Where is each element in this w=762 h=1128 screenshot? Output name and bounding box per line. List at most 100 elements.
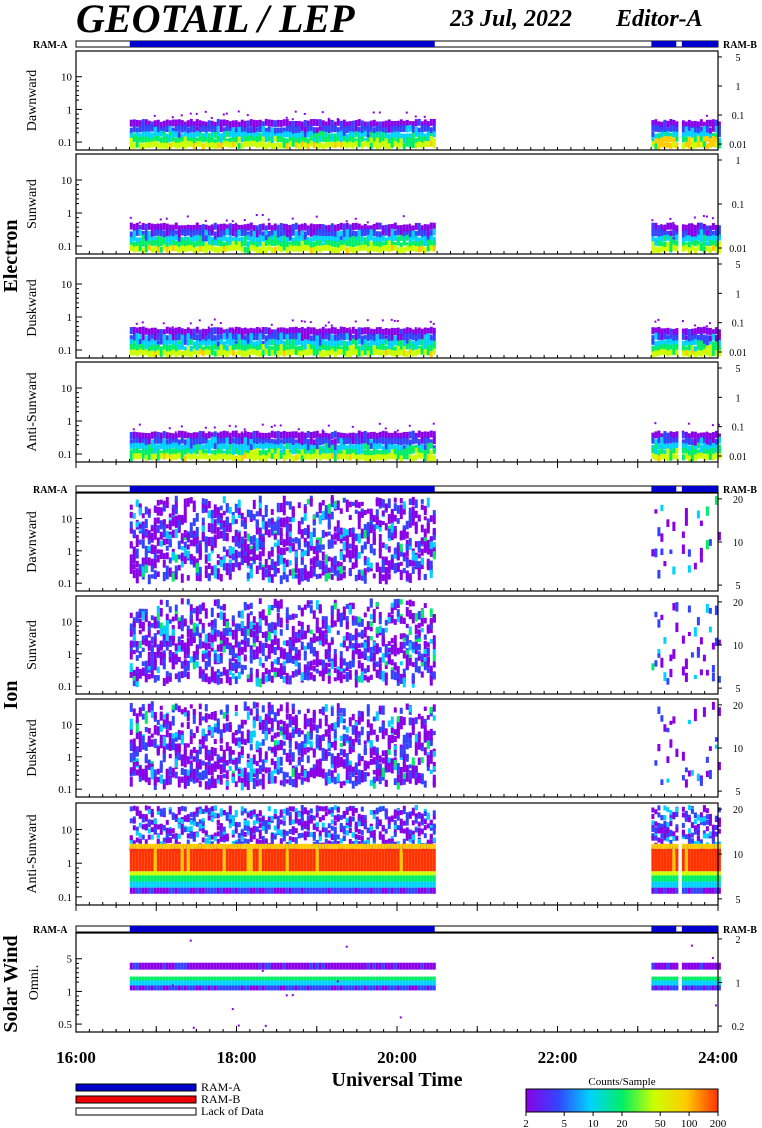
heatmap-cell: [303, 119, 307, 127]
heatmap-cell: [264, 136, 268, 143]
heatmap-cell: [207, 523, 211, 533]
heatmap-cell: [702, 454, 706, 461]
heatmap-cell: [411, 496, 415, 502]
heatmap-cell: [132, 431, 136, 439]
heatmap-cell: [135, 646, 139, 653]
heatmap-cell: [378, 548, 382, 559]
heatmap-cell: [408, 327, 412, 335]
heatmap-cell: [429, 118, 433, 126]
left-tick-label: 0.1: [58, 241, 72, 253]
heatmap-cell: [288, 230, 292, 238]
heatmap-cell: [399, 141, 403, 148]
heatmap-cell: [336, 118, 340, 126]
heatmap-cell: [357, 444, 361, 451]
heatmap-cell: [147, 120, 151, 128]
heatmap-cell: [144, 638, 148, 647]
heatmap-cell: [222, 430, 226, 438]
heatmap-cell: [354, 346, 358, 353]
heatmap-cell: [291, 448, 295, 455]
heatmap-cell: [405, 224, 409, 232]
heatmap-cell: [351, 241, 355, 248]
heatmap-cell: [384, 672, 388, 680]
heatmap-cell: [243, 452, 247, 459]
heatmap-cell: [705, 245, 709, 252]
heatmap-cell: [702, 240, 706, 247]
heatmap-cell: [387, 143, 391, 150]
heatmap-cell: [141, 640, 145, 645]
heatmap-cell: [144, 445, 148, 452]
heatmap-cell: [168, 676, 172, 682]
spectrogram-panels: RAM-A RAM-BElectron1010.1510.10.01Dawnwar…: [0, 40, 757, 1033]
heatmap-cell: [336, 432, 340, 440]
heatmap-cell: [144, 327, 148, 335]
heatmap-cell: [717, 329, 721, 337]
heatmap-cell: [201, 241, 205, 248]
heatmap-cell: [372, 111, 375, 114]
heatmap-cell: [150, 141, 154, 148]
heatmap-cell: [168, 432, 172, 440]
heatmap-cell: [186, 550, 190, 559]
heatmap-cell: [654, 431, 658, 439]
heatmap-cell: [366, 240, 370, 247]
heatmap-cell: [213, 343, 217, 350]
heatmap-cell: [222, 496, 226, 504]
heatmap-cell: [249, 432, 253, 440]
heatmap-cell: [144, 531, 148, 537]
heatmap-cell: [207, 349, 211, 356]
heatmap-cell: [192, 500, 196, 509]
heatmap-cell: [699, 141, 703, 148]
heatmap-cell: [660, 121, 664, 129]
heatmap-cell: [258, 611, 262, 621]
heatmap-cell: [402, 333, 406, 341]
heatmap-cell: [429, 560, 433, 569]
heatmap-cell: [396, 327, 400, 335]
heatmap-cell: [354, 222, 358, 230]
heatmap-cell: [252, 230, 256, 238]
heatmap-cell: [255, 142, 259, 149]
heatmap-cell: [231, 224, 235, 232]
heatmap-cell: [231, 133, 235, 140]
heatmap-cell: [153, 224, 157, 232]
heatmap-cell: [297, 605, 301, 611]
heatmap-cell: [669, 235, 673, 242]
heatmap-cell: [159, 137, 163, 144]
heatmap-cell: [303, 604, 307, 610]
heatmap-cell: [141, 669, 145, 676]
heatmap-cell: [252, 241, 256, 248]
heatmap-cell: [162, 222, 166, 230]
heatmap-cell: [408, 339, 412, 346]
heatmap-cell: [156, 436, 160, 444]
heatmap-cell: [207, 632, 211, 640]
heatmap-cell: [327, 321, 330, 324]
heatmap-cell: [159, 246, 163, 253]
heatmap-cell: [159, 443, 163, 450]
heatmap-cell: [390, 444, 394, 451]
heatmap-cell: [201, 508, 205, 514]
heatmap-cell: [264, 327, 268, 335]
heatmap-cell: [204, 499, 208, 507]
heatmap-cell: [285, 230, 289, 238]
heatmap-cell: [714, 229, 718, 237]
heatmap-cell: [243, 229, 247, 237]
heatmap-cell: [291, 344, 295, 351]
heatmap-cell: [162, 329, 166, 337]
heatmap-cell: [369, 442, 373, 449]
heatmap-cell: [717, 142, 721, 149]
heatmap-cell: [228, 332, 232, 340]
heatmap-cell: [327, 340, 331, 347]
heatmap-cell: [315, 143, 319, 150]
heatmap-cell: [165, 571, 169, 580]
heatmap-cell: [699, 437, 703, 445]
heatmap-cell: [192, 624, 196, 633]
heatmap-cell: [699, 136, 703, 143]
heatmap-cell: [663, 437, 667, 445]
heatmap-cell: [252, 132, 256, 139]
heatmap-cell: [297, 231, 301, 239]
heatmap-cell: [309, 497, 313, 507]
heatmap-cell: [330, 557, 334, 567]
heatmap-cell: [261, 142, 265, 149]
heatmap-cell: [405, 654, 409, 662]
heatmap-cell: [267, 350, 271, 357]
heatmap-cell: [705, 444, 709, 451]
heatmap-cell: [246, 223, 250, 231]
